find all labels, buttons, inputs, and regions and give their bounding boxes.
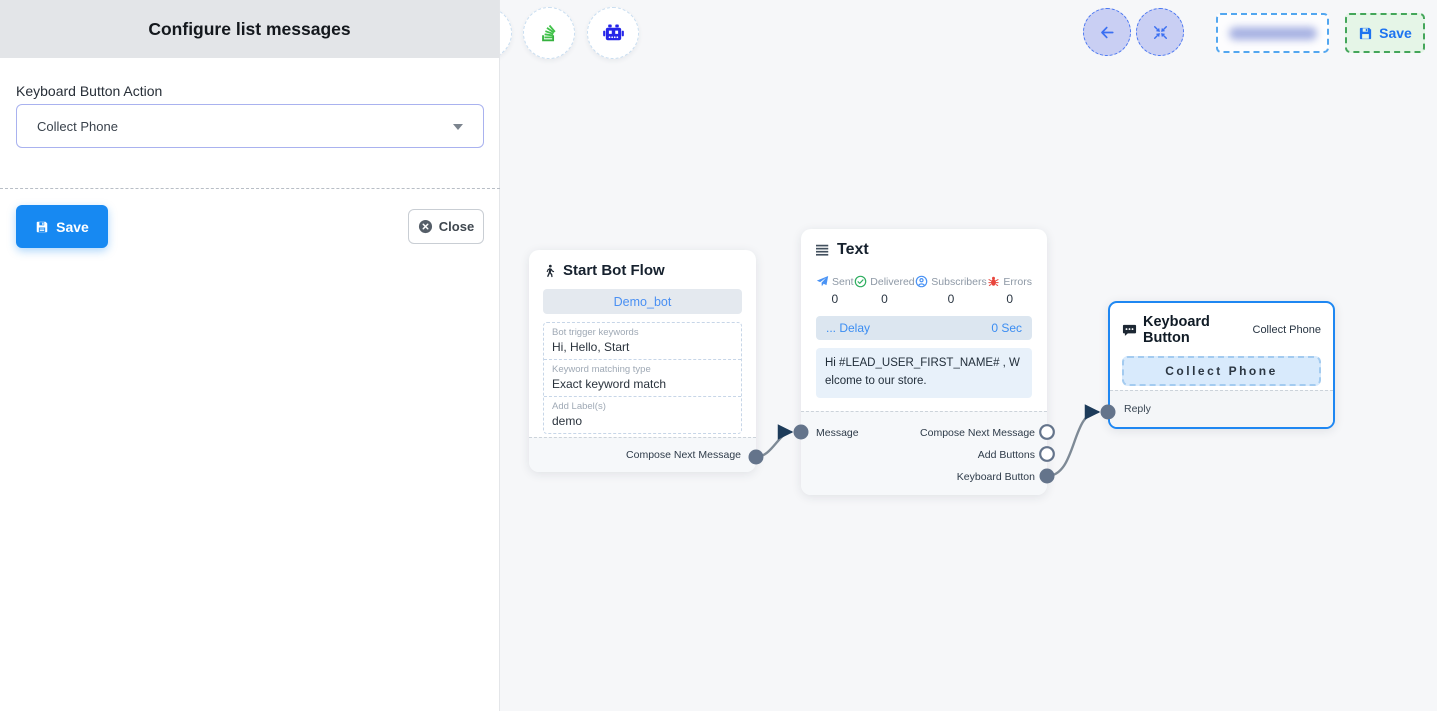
- delay-value: 0 Sec: [991, 321, 1022, 335]
- keyboard-action-label: Keyboard Button Action: [16, 83, 163, 99]
- edge-text-to-keyboard: [1045, 404, 1101, 478]
- back-button[interactable]: [1083, 8, 1131, 56]
- node-keyboard-button[interactable]: Keyboard Button Collect Phone Collect Ph…: [1108, 301, 1335, 429]
- stack-icon: [538, 22, 560, 44]
- bot-button[interactable]: [587, 7, 639, 59]
- stat-subscribers: Subscribers 0: [915, 275, 987, 306]
- robot-icon: [602, 22, 625, 45]
- close-circle-icon: [418, 219, 433, 234]
- stat-errors: Errors 0: [987, 275, 1032, 306]
- node-text-message[interactable]: Text Sent 0: [801, 229, 1047, 495]
- text-node-header: Text: [816, 241, 1032, 259]
- check-circle-icon: [854, 275, 867, 288]
- save-button-label: Save: [56, 218, 89, 235]
- keyboard-node-action-label: Collect Phone: [1252, 324, 1322, 336]
- page-title: Configure list messages: [148, 18, 351, 39]
- reply-input-label: Reply: [1124, 403, 1151, 415]
- output-keyboard-button: Keyboard Button: [956, 471, 1035, 483]
- start-node-header: Start Bot Flow: [543, 262, 742, 279]
- delay-label: ... Delay: [826, 321, 871, 335]
- panel-header: Configure list messages: [0, 0, 499, 58]
- keyboard-node-footer: Reply: [1110, 390, 1333, 427]
- flow-canvas[interactable]: Save Start Bot Flow Demo_bot Bo: [500, 0, 1437, 711]
- toolbar-hidden-button[interactable]: [500, 7, 512, 59]
- keyboard-node-title: Keyboard Button: [1143, 314, 1210, 346]
- config-panel: Configure list messages Keyboard Button …: [0, 0, 500, 711]
- bars-icon: [816, 243, 830, 257]
- output-compose-next-message: Compose Next Message: [920, 427, 1035, 439]
- node-start-bot-flow[interactable]: Start Bot Flow Demo_bot Bot trigger keyw…: [529, 250, 756, 472]
- delay-setting[interactable]: ... Delay 0 Sec: [816, 316, 1032, 340]
- setting-row: Keyword matching type Exact keyword matc…: [544, 360, 741, 397]
- setting-row: Bot trigger keywords Hi, Hello, Start: [544, 323, 741, 360]
- start-node-title: Start Bot Flow: [563, 262, 665, 279]
- close-button-label: Close: [438, 219, 475, 234]
- fit-view-button[interactable]: [1136, 8, 1184, 56]
- paper-plane-icon: [816, 275, 829, 288]
- start-node-settings[interactable]: Bot trigger keywords Hi, Hello, Start Ke…: [543, 322, 742, 434]
- stat-delivered: Delivered 0: [854, 275, 915, 306]
- arrow-left-icon: [1098, 23, 1117, 42]
- edge-start-to-text: [754, 424, 794, 459]
- panel-divider: [0, 188, 500, 189]
- text-node-stats: Sent 0 Delivered 0: [816, 275, 1032, 306]
- bug-icon: [987, 275, 1000, 288]
- text-node-footer: Message Compose Next Message Add Buttons…: [801, 411, 1047, 495]
- chevron-down-icon: [453, 124, 463, 130]
- output-add-buttons: Add Buttons: [977, 449, 1035, 461]
- setting-row: Add Label(s) demo: [552, 401, 606, 428]
- start-node-footer: Compose Next Message: [529, 437, 756, 472]
- bot-name-pill[interactable]: Demo_bot: [543, 289, 742, 314]
- select-value: Collect Phone: [37, 118, 118, 134]
- stack-flows-button[interactable]: [523, 7, 575, 59]
- save-button[interactable]: Save: [16, 205, 108, 248]
- redacted-action-button[interactable]: [1216, 13, 1329, 53]
- keyboard-action-select[interactable]: Collect Phone: [16, 104, 484, 148]
- redacted-label: [1228, 26, 1317, 40]
- floppy-save-icon: [35, 220, 49, 234]
- user-circle-icon: [915, 275, 928, 288]
- comment-dots-icon: [1122, 323, 1137, 338]
- compose-next-message-output-label: Compose Next Message: [626, 449, 741, 461]
- canvas-save-button[interactable]: Save: [1345, 13, 1425, 53]
- compress-arrows-icon: [1152, 24, 1169, 41]
- keyboard-node-header: Keyboard Button Collect Phone: [1110, 303, 1333, 346]
- message-text-preview[interactable]: Hi #LEAD_USER_FIRST_NAME# , Welcome to o…: [816, 348, 1032, 398]
- stat-sent: Sent 0: [816, 275, 854, 306]
- message-input-label: Message: [816, 427, 859, 439]
- close-button[interactable]: Close: [408, 209, 484, 244]
- text-node-title: Text: [837, 241, 869, 258]
- collect-phone-button[interactable]: Collect Phone: [1122, 356, 1321, 386]
- person-walking-icon: [543, 264, 556, 278]
- canvas-save-label: Save: [1379, 25, 1412, 41]
- floppy-save-icon: [1358, 26, 1373, 41]
